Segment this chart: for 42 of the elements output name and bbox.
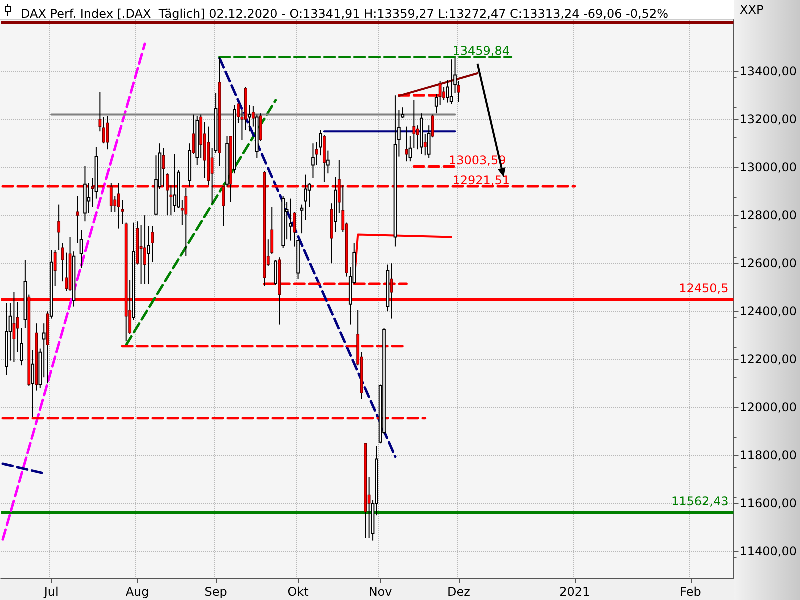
candlestick <box>248 104 252 132</box>
candlestick <box>289 198 292 242</box>
candlestick <box>31 350 35 418</box>
x-tick-label: Dez <box>448 585 470 599</box>
x-tick-label: Feb <box>680 585 702 599</box>
annotation: 13459,84 <box>452 44 510 58</box>
x-tick-label: Aug <box>126 585 150 599</box>
candlestick <box>106 116 110 150</box>
y-tick-label: 11800,00 <box>740 448 798 463</box>
candlestick <box>98 92 102 132</box>
candlestick <box>87 182 91 214</box>
y-tick-label: 12800,00 <box>740 208 798 223</box>
annotation: 12921,51 <box>452 173 510 188</box>
y-tick-label: 11400,00 <box>740 544 798 559</box>
x-tick-label: Sep <box>204 585 228 599</box>
candlestick <box>450 59 454 104</box>
chart-title: DAX Perf. Index [.DAX Täglich] 02.12.2020 - O:13341,91 H:13359,27 L:13272,47 C:13313,24 -69,06 -0,52% <box>21 7 668 21</box>
candlestick <box>312 143 315 179</box>
y-tick-label: 13400,00 <box>740 64 798 79</box>
ref-line-label: 11562,43 <box>671 494 729 509</box>
candlestick <box>300 204 304 234</box>
y-tick-label: 13000,00 <box>740 160 798 175</box>
y-tick-label: 12600,00 <box>740 256 798 271</box>
y-tick-label: 12000,00 <box>740 400 798 415</box>
ref-line-label: 12450,5 <box>679 281 729 296</box>
candlestick <box>144 215 146 284</box>
candlestick <box>274 260 278 286</box>
x-tick-label: Jul <box>43 585 59 599</box>
x-tick-label: Okt <box>288 585 310 599</box>
candlestick <box>405 126 408 162</box>
candlestick <box>434 94 438 114</box>
y-tick-label: 13200,00 <box>740 112 798 127</box>
candlestick <box>102 116 106 144</box>
x-tick-label: Nov <box>368 585 392 599</box>
candlestick <box>304 174 308 221</box>
text: XXP <box>740 3 764 17</box>
x-tick-label: 2021 <box>560 585 590 599</box>
y-tick-label: 12400,00 <box>740 304 798 319</box>
y-tick-label: 12200,00 <box>740 352 798 367</box>
candlestick <box>173 154 177 212</box>
y-tick-label: 11600,00 <box>740 496 798 511</box>
candlestick <box>58 204 61 251</box>
